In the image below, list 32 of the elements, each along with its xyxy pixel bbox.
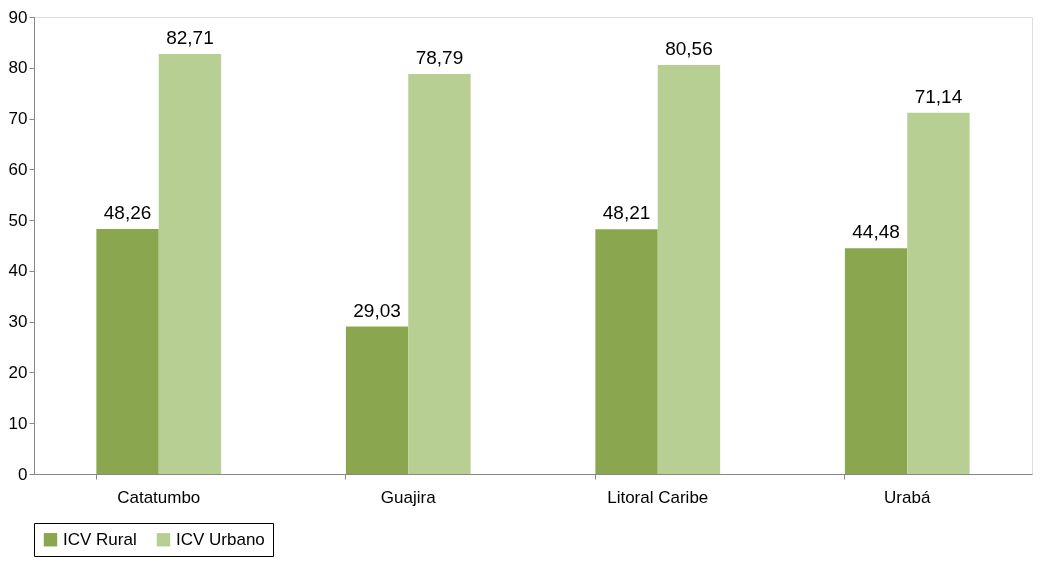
y-tick-label: 40 [8,261,28,281]
bar [408,73,471,474]
data-label: 48,21 [602,202,651,224]
y-tick-label: 90 [8,7,28,27]
legend-label: ICV Rural [63,529,137,549]
x-tick-label: Urabá [884,487,931,507]
bar [158,54,222,474]
data-label: 82,71 [166,27,214,49]
x-tick-label: Guajira [380,487,437,507]
data-label: 48,26 [103,201,152,223]
bar [657,64,721,474]
y-tick-label: 0 [18,464,28,484]
y-tick-label: 80 [8,58,28,78]
bar [345,326,409,474]
data-label: 29,03 [353,299,401,321]
data-label: 80,56 [665,37,713,59]
x-tick-label: Catatumbo [117,487,201,507]
y-tick-label: 20 [8,362,28,382]
data-label: 44,48 [852,221,900,243]
bar [844,248,908,474]
x-tick-label: Litoral Caribe [607,487,709,507]
y-tick-label: 10 [8,413,28,433]
bar [907,112,970,474]
y-tick-label: 30 [8,312,28,332]
data-label: 71,14 [914,85,963,107]
bar [595,229,658,474]
legend-label: ICV Urbano [176,529,265,549]
data-label: 78,79 [415,46,464,68]
bar [96,228,159,474]
y-tick-label: 60 [8,159,28,179]
y-tick-label: 70 [8,109,28,129]
y-tick-label: 50 [8,210,28,230]
